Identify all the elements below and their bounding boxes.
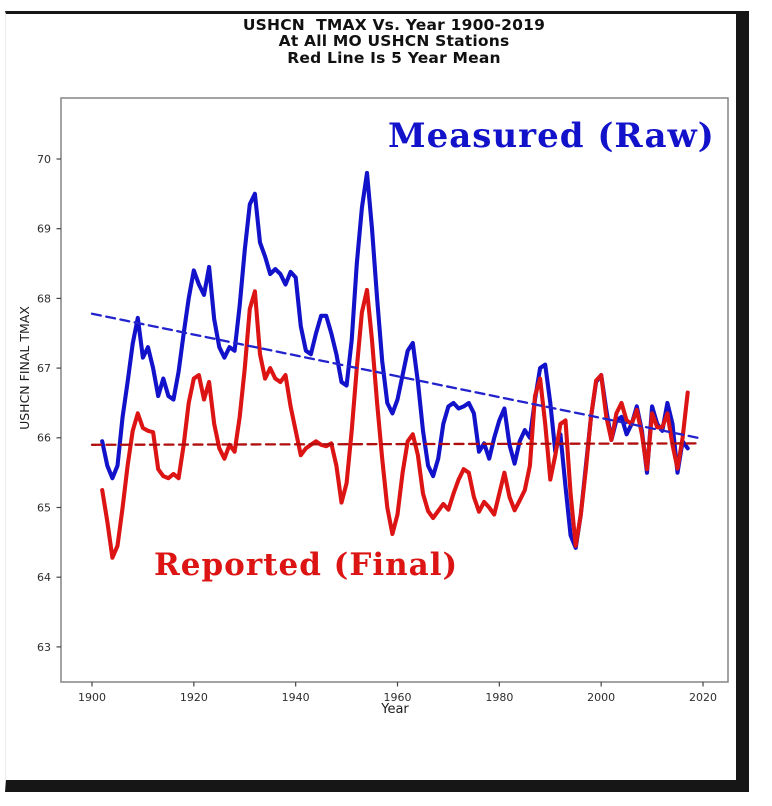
x-tick-label: 1980 <box>485 691 513 704</box>
x-tick-label: 1920 <box>180 691 208 704</box>
annotation-measured-raw: Measured (Raw) <box>388 116 715 156</box>
x-tick-label: 2020 <box>689 691 717 704</box>
y-tick-label: 69 <box>37 223 51 236</box>
chart-title-line1: USHCN TMAX Vs. Year 1900-2019 <box>242 16 546 34</box>
chart-title-line3: Red Line Is 5 Year Mean <box>287 48 501 67</box>
axes-frame <box>60 97 729 683</box>
y-tick-label: 70 <box>37 153 51 166</box>
measured-raw-trend-line <box>90 312 700 439</box>
y-tick-label: 66 <box>37 432 51 445</box>
x-tick-label: 2000 <box>587 691 615 704</box>
y-tick-label: 65 <box>37 501 51 514</box>
x-axis-label: Year <box>381 702 409 717</box>
y-tick-label: 67 <box>37 362 51 375</box>
x-tick-label: 1960 <box>384 691 412 704</box>
x-tick-label: 1900 <box>78 691 106 704</box>
y-axis-label: USHCN FINAL TMAX <box>17 306 32 430</box>
reported-final-line <box>100 287 690 560</box>
chart-title: USHCN TMAX Vs. Year 1900-2019 At All MO … <box>94 16 694 67</box>
measured-raw-line <box>100 170 690 550</box>
y-tick-label: 68 <box>37 292 51 305</box>
y-tick-label: 63 <box>37 641 51 654</box>
chart-title-line2: At All MO USHCN Stations <box>278 32 510 51</box>
x-tick-label: 1940 <box>282 691 310 704</box>
y-tick-label: 64 <box>37 571 51 584</box>
reported-final-trend-line <box>90 442 700 446</box>
annotation-reported-final: Reported (Final) <box>154 547 459 583</box>
